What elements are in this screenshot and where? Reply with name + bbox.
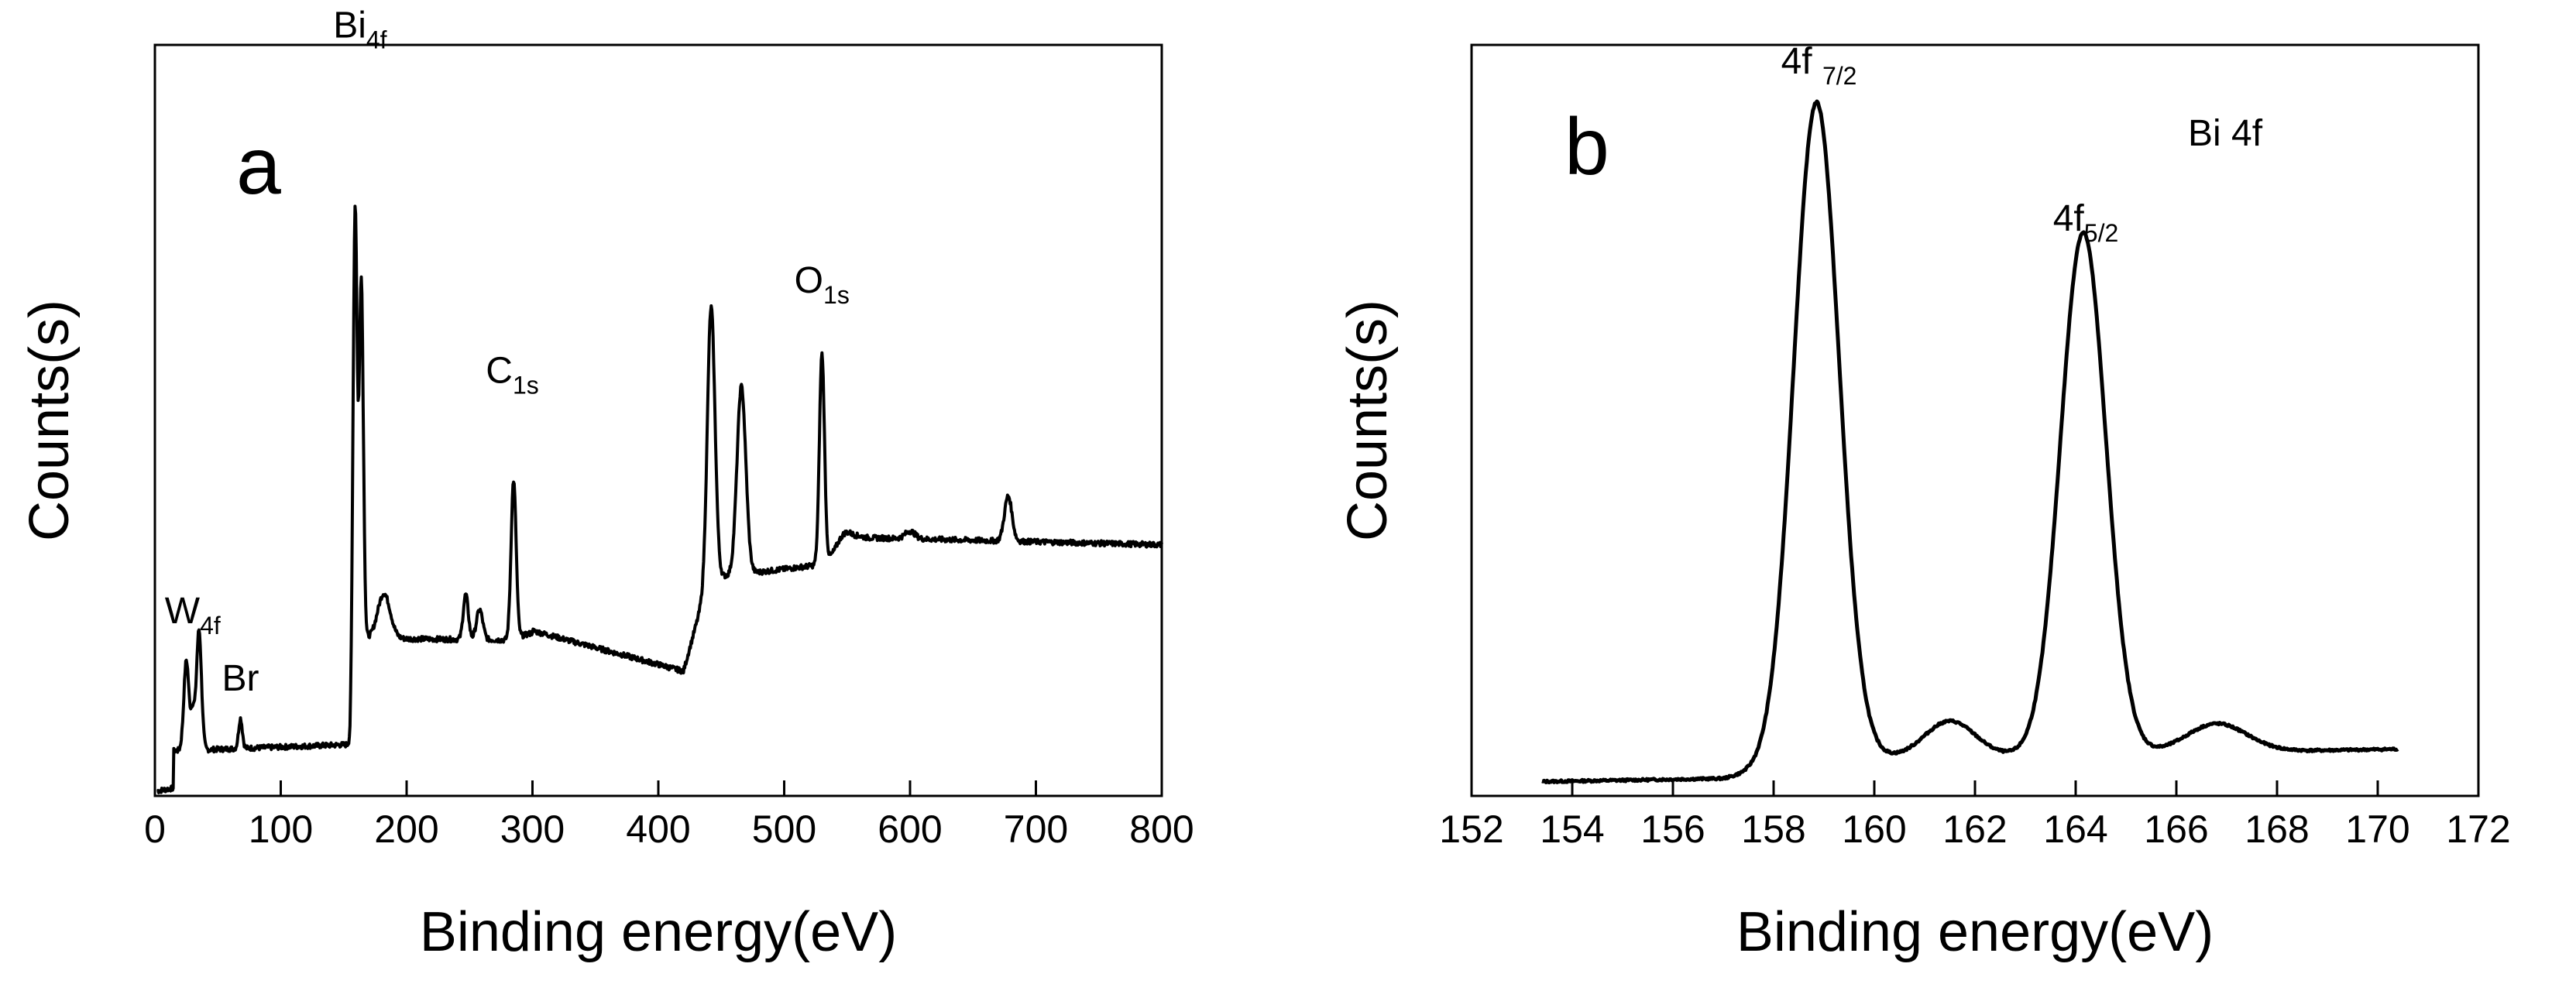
panel-b-legend-text: Bi 4f	[2188, 113, 2263, 154]
panel-b-x-ticks: 152 154 156 158 160 162 164 166 168 170 172	[1439, 780, 2511, 851]
a-x-tick-label: 400	[626, 808, 690, 851]
a-x-tick-label: 500	[752, 808, 816, 851]
a-annotation-main: O	[795, 260, 823, 301]
panel-a-label: a	[236, 122, 281, 211]
panel-a-frame	[153, 43, 1163, 797]
b-annotation-main: 4f	[1781, 41, 1822, 82]
a-annotation-main: W	[165, 591, 201, 632]
a-x-tick-label: 300	[500, 808, 565, 851]
panel-b-spectrum-line	[1540, 99, 2399, 785]
a-x-tick-label: 600	[878, 808, 942, 851]
panel-a-y-axis-title: Counts(s)	[19, 300, 81, 541]
b-x-tick-label: 160	[1842, 808, 1906, 851]
panel-b-y-axis-title: Counts(s)	[1337, 300, 1399, 541]
a-peak-annotation: O1s	[795, 260, 850, 309]
a-x-tick-label: 800	[1129, 808, 1194, 851]
b-x-tick-label: 162	[1942, 808, 2007, 851]
a-annotation-subscript: 1s	[823, 281, 850, 309]
panel-b: 152 154 156 158 160 162 164 166 168 170 172 4f 7/2…	[1337, 41, 2511, 963]
a-annotation-subscript: 4f	[200, 612, 221, 640]
b-x-tick-label: 172	[2446, 808, 2510, 851]
a-x-tick-label: 100	[249, 808, 313, 851]
b-x-tick-label: 170	[2345, 808, 2409, 851]
a-annotation-main: C	[486, 351, 513, 392]
b-x-tick-label: 154	[1540, 808, 1604, 851]
a-annotation-subscript: 4f	[366, 26, 387, 53]
panel-a: 0 100 200 300 400 500 600 700 800 W4fBrBi4fC1sO1…	[19, 5, 1194, 963]
panel-b-frame	[1470, 43, 2480, 797]
a-x-tick-label: 200	[374, 808, 438, 851]
panel-a-x-ticks: 0 100 200 300 400 500 600 700 800	[144, 780, 1194, 851]
b-x-tick-label: 156	[1640, 808, 1705, 851]
b-x-tick-label: 166	[2144, 808, 2208, 851]
b-x-tick-label: 168	[2245, 808, 2309, 851]
b-x-tick-label: 152	[1439, 808, 1503, 851]
b-annotation-subscript: 7/2	[1822, 62, 1856, 90]
a-annotation-main: Bi	[333, 5, 366, 46]
a-x-tick-label: 0	[144, 808, 166, 851]
a-peak-annotation: W4f	[165, 591, 221, 640]
b-x-tick-label: 164	[2043, 808, 2107, 851]
panel-b-x-axis-title: Binding energy(eV)	[1736, 901, 2214, 963]
a-annotation-main: Br	[222, 658, 259, 699]
a-peak-annotation: C1s	[486, 351, 538, 399]
b-peak-annotation: 4f5/2	[2053, 198, 2119, 247]
panel-a-x-axis-title: Binding energy(eV)	[420, 901, 897, 963]
b-peak-annotation: 4f 7/2	[1781, 41, 1857, 90]
a-annotation-subscript: 1s	[513, 372, 539, 399]
panel-a-spectrum-line	[156, 204, 1163, 794]
b-annotation-main: 4f	[2053, 198, 2085, 239]
a-peak-annotation: Br	[222, 658, 259, 699]
b-annotation-subscript: 5/2	[2084, 219, 2118, 247]
b-x-tick-label: 158	[1741, 808, 1805, 851]
a-peak-annotation: Bi4f	[333, 5, 386, 53]
panel-b-label: b	[1564, 102, 1609, 192]
a-x-tick-label: 700	[1004, 808, 1068, 851]
